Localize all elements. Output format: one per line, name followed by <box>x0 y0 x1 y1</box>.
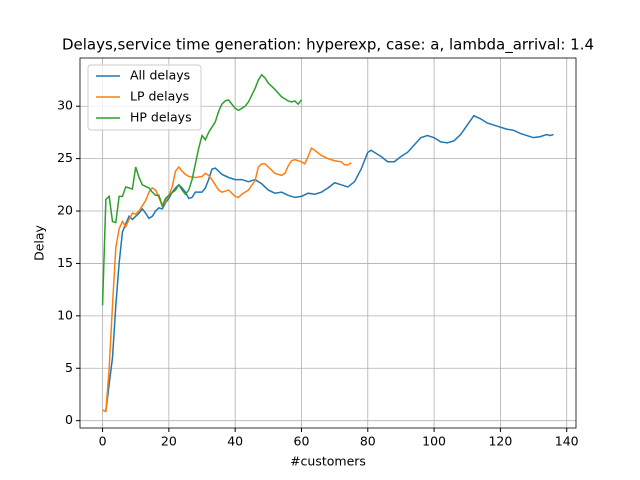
y-tick-label: 30 <box>57 98 73 113</box>
x-axis-label: #customers <box>290 454 366 469</box>
legend-label: LP delays <box>130 89 189 104</box>
x-tick-label: 0 <box>99 434 107 449</box>
x-tick-label: 20 <box>161 434 177 449</box>
y-tick-label: 15 <box>57 255 73 270</box>
legend-label: HP delays <box>130 110 192 125</box>
x-tick-label: 40 <box>227 434 243 449</box>
x-tick-label: 80 <box>360 434 376 449</box>
y-tick-label: 0 <box>65 412 73 427</box>
y-tick-label: 25 <box>57 150 73 165</box>
x-tick-label: 140 <box>555 434 579 449</box>
data-line <box>101 73 303 306</box>
data-line <box>102 114 554 413</box>
x-tick-label: 100 <box>422 434 446 449</box>
y-tick-label: 10 <box>57 307 73 322</box>
y-tick-label: 20 <box>57 203 73 218</box>
y-axis-label: Delay <box>32 224 47 260</box>
legend-box <box>87 64 202 131</box>
plot-frame <box>79 57 577 429</box>
chart-title: Delays,service time generation: hyperexp… <box>62 36 594 55</box>
data-line <box>102 147 352 413</box>
x-tick-label: 60 <box>294 434 310 449</box>
x-tick-label: 120 <box>488 434 512 449</box>
y-tick-label: 5 <box>65 360 73 375</box>
legend-label: All delays <box>130 68 190 83</box>
